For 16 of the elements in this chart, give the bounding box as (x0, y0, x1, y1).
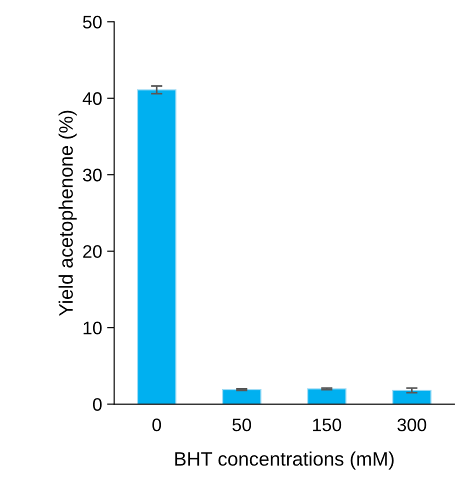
y-tick-label: 50 (83, 16, 102, 28)
bar (392, 390, 432, 404)
y-axis-title: Yield acetophenone (%) (58, 110, 77, 316)
y-tick-label: 40 (82, 92, 102, 105)
x-tick-label: 50 (232, 418, 252, 432)
x-tick-label: 150 (313, 418, 342, 432)
y-tick-label: 10 (84, 322, 102, 334)
y-tick-label: 0 (93, 398, 102, 411)
bar (137, 89, 176, 404)
y-tick-label: 20 (83, 245, 102, 258)
y-tick-label: 30 (82, 168, 102, 182)
bar (222, 389, 262, 404)
x-axis-title: BHT concentrations (mM) (175, 452, 394, 470)
bar (307, 388, 346, 404)
x-tick-label: 0 (152, 418, 162, 432)
x-tick-label: 300 (397, 418, 426, 432)
